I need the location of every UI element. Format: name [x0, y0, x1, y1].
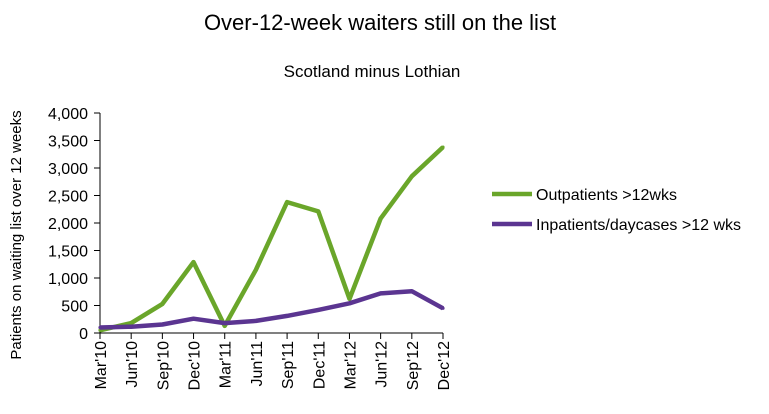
- y-tick-label: 500: [61, 299, 88, 316]
- data-point: [316, 308, 320, 312]
- data-point: [254, 268, 258, 272]
- y-tick-label: 3,500: [48, 134, 88, 151]
- x-tick-label: Mar'11: [218, 341, 235, 388]
- series-line: [99, 288, 445, 330]
- y-tick-label: 0: [79, 326, 88, 343]
- data-point: [379, 217, 383, 221]
- legend: Outpatients >12wks Inpatients/daycases >1…: [492, 187, 741, 234]
- data-point: [347, 301, 352, 305]
- data-point: [441, 306, 445, 310]
- data-point: [129, 325, 133, 329]
- x-tick-label: Dec'10: [187, 341, 204, 390]
- y-tick-label: 3,000: [48, 161, 88, 178]
- x-tick-label: Sep'10: [155, 341, 172, 390]
- data-point: [98, 325, 102, 330]
- x-axis-ticks: Mar'10 Jun'10 Sep'10 Dec'10 Mar'11 Jun'11 Sep'…: [93, 333, 453, 390]
- y-axis-label: Patients on waiting list over 12 weeks: [8, 110, 25, 359]
- y-tick-label: 1,500: [48, 244, 88, 261]
- data-point: [160, 302, 164, 306]
- legend-label: Outpatients >12wks: [536, 187, 677, 204]
- legend-label: Inpatients/daycases >12 wks: [536, 217, 741, 234]
- data-point: [285, 200, 289, 204]
- data-point: [160, 322, 164, 327]
- x-tick-label: Mar'12: [342, 341, 359, 390]
- data-point: [223, 321, 227, 325]
- x-tick-label: Dec'12: [436, 341, 453, 390]
- x-tick-label: Jun'12: [374, 341, 391, 388]
- data-point: [285, 314, 289, 318]
- y-tick-label: 1,000: [48, 271, 88, 288]
- data-point: [316, 209, 320, 214]
- plot-area: [99, 113, 443, 334]
- y-tick-label: 2,500: [48, 189, 88, 206]
- data-point: [410, 174, 414, 178]
- x-tick-label: Mar'10: [93, 341, 110, 390]
- chart-title: Over-12-week waiters still on the list: [204, 10, 556, 35]
- x-tick-label: Jun'10: [124, 341, 141, 388]
- data-point: [379, 291, 383, 295]
- x-tick-label: Sep'12: [405, 341, 422, 390]
- data-point: [129, 321, 133, 325]
- x-tick-label: Dec'11: [311, 341, 328, 389]
- x-tick-label: Jun'11: [249, 341, 266, 387]
- y-axis-ticks: 0 500 1,000 1,500 2,000 2,500 3,000 3,500 4,000: [48, 106, 100, 343]
- y-tick-label: 4,000: [48, 106, 88, 123]
- data-point: [347, 297, 352, 301]
- series-lines: [98, 145, 445, 333]
- data-point: [441, 145, 445, 149]
- x-tick-label: Sep'11: [280, 341, 297, 389]
- chart-subtitle: Scotland minus Lothian: [284, 62, 461, 81]
- data-point: [191, 317, 196, 321]
- series-line: [99, 145, 445, 333]
- y-tick-label: 2,000: [48, 216, 88, 233]
- data-point: [254, 319, 258, 323]
- data-point: [410, 289, 414, 293]
- data-point: [191, 260, 196, 264]
